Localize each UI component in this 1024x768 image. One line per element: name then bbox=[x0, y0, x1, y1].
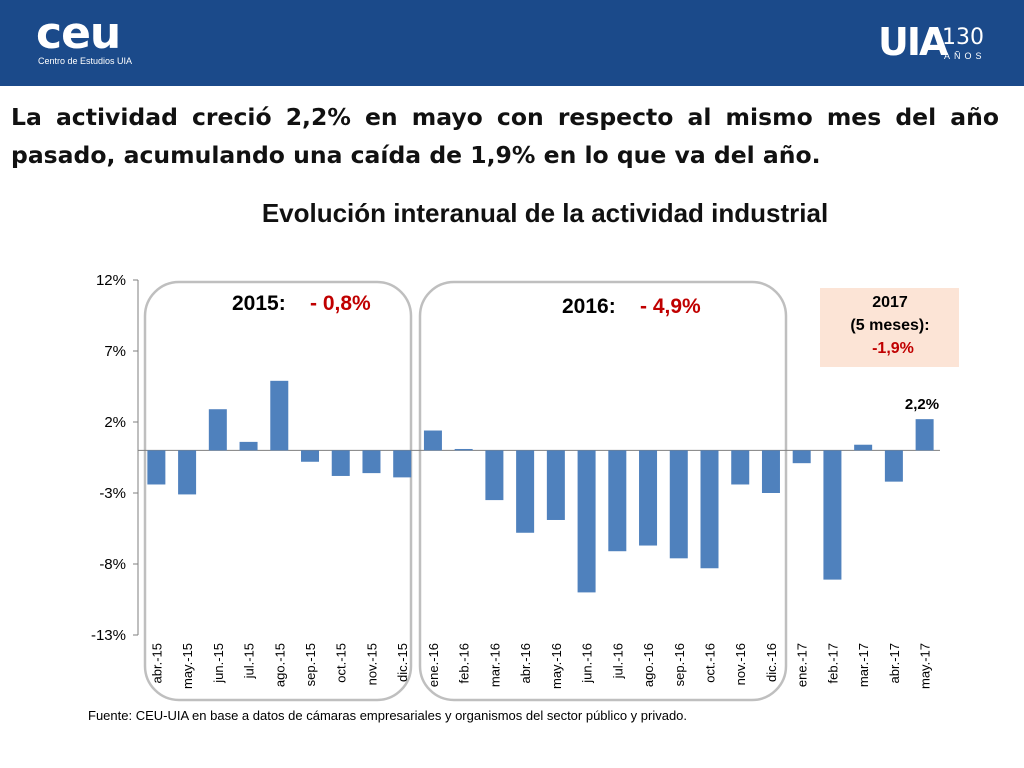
uia-logo-text: UIA bbox=[878, 20, 948, 64]
annotation-2017-box bbox=[820, 288, 959, 367]
bar-mar-16 bbox=[485, 450, 504, 501]
bar-ago-15 bbox=[270, 380, 289, 451]
annotation-2017-line1: 2017 bbox=[872, 294, 908, 311]
period-2015-frame bbox=[143, 280, 413, 702]
bar-oct-15 bbox=[331, 450, 350, 476]
y-axis: 12% 7% 2% -3% -8% -13% bbox=[91, 272, 940, 644]
x-tick-label: feb.-17 bbox=[825, 643, 840, 683]
bar-may-16 bbox=[546, 450, 565, 520]
y-tick-label: -8% bbox=[99, 556, 126, 573]
bar-sep-15 bbox=[301, 450, 320, 462]
headline: La actividad creció 2,2% en mayo con res… bbox=[11, 103, 999, 169]
x-tick-label: feb.-16 bbox=[457, 643, 472, 683]
y-tick-label: 7% bbox=[104, 343, 126, 360]
ceu-logo-subtext: Centro de Estudios UIA bbox=[38, 56, 133, 66]
bar-dic-16 bbox=[761, 450, 780, 493]
bar-sep-16 bbox=[669, 450, 688, 559]
bar-oct-16 bbox=[700, 450, 719, 569]
x-tick-label: dic.-16 bbox=[764, 643, 779, 682]
bar-ene-16 bbox=[423, 430, 442, 451]
annotation-2017-value: -1,9% bbox=[872, 340, 914, 357]
ceu-logo-text: ceu bbox=[36, 8, 121, 59]
bar-feb-16 bbox=[454, 448, 473, 451]
annotation-2015-value: - 0,8% bbox=[310, 292, 371, 315]
bar-abr-15 bbox=[147, 450, 166, 485]
bar-nov-16 bbox=[731, 450, 750, 485]
bar-feb-17 bbox=[823, 450, 842, 580]
x-tick-label: may.-16 bbox=[549, 643, 564, 689]
bar-jun-16 bbox=[577, 450, 596, 593]
x-tick-label: ago.-16 bbox=[641, 643, 656, 687]
x-tick-label: jun.-15 bbox=[211, 643, 226, 684]
annotation-2016-value: - 4,9% bbox=[640, 295, 701, 318]
annotation-2016-label: 2016: bbox=[562, 295, 616, 318]
bar-abr-17 bbox=[884, 450, 903, 482]
x-tick-label: abr.-15 bbox=[149, 643, 164, 683]
x-tick-label: mar.-16 bbox=[487, 643, 502, 687]
x-tick-label: abr.-17 bbox=[887, 643, 902, 683]
x-tick-label: mar.-17 bbox=[856, 643, 871, 687]
last-bar-data-label: 2,2% bbox=[905, 396, 939, 413]
x-tick-label: nov.-16 bbox=[733, 643, 748, 685]
x-tick-label: oct.-16 bbox=[703, 643, 718, 683]
ceu-logo: ceu Centro de Estudios UIA bbox=[36, 8, 133, 67]
uia-logo-number: 130 bbox=[942, 25, 984, 50]
x-axis-labels: abr.-15 may.-15 jun.-15 jul.-15 ago.-15 sep.-… bbox=[149, 643, 932, 689]
x-tick-label: may.-15 bbox=[180, 643, 195, 689]
x-tick-label: ene.-16 bbox=[426, 643, 441, 687]
uia-logo-subtext: AÑOS bbox=[944, 51, 986, 61]
bar-mar-17 bbox=[854, 444, 873, 451]
x-tick-label: sep.-15 bbox=[303, 643, 318, 686]
x-tick-label: jun.-16 bbox=[580, 643, 595, 684]
period-2016-frame bbox=[418, 280, 788, 702]
bar-nov-15 bbox=[362, 450, 381, 474]
bar-dic-15 bbox=[393, 450, 412, 478]
bars bbox=[147, 380, 934, 593]
x-tick-label: jul.-16 bbox=[610, 643, 625, 679]
x-tick-label: sep.-16 bbox=[672, 643, 687, 686]
x-tick-label: nov.-15 bbox=[364, 643, 379, 685]
x-tick-label: jul.-15 bbox=[242, 643, 257, 679]
bar-ago-16 bbox=[639, 450, 658, 546]
x-tick-label: dic.-15 bbox=[395, 643, 410, 682]
bar-ene-17 bbox=[792, 450, 811, 464]
bar-jul-15 bbox=[239, 441, 258, 451]
x-tick-label: ene.-17 bbox=[795, 643, 810, 687]
bar-may-17 bbox=[915, 419, 934, 451]
header-bar: ceu Centro de Estudios UIA UIA 130 AÑOS bbox=[0, 0, 1024, 86]
bar-jul-16 bbox=[608, 450, 627, 552]
x-tick-label: abr.-16 bbox=[518, 643, 533, 683]
x-tick-label: oct.-15 bbox=[334, 643, 349, 683]
y-tick-label: -13% bbox=[91, 627, 126, 644]
bar-may-15 bbox=[178, 450, 197, 495]
chart-title: Evolución interanual de la actividad ind… bbox=[261, 198, 829, 228]
bar-abr-16 bbox=[516, 450, 535, 533]
bar-jun-15 bbox=[208, 409, 227, 451]
y-tick-label: -3% bbox=[99, 485, 126, 502]
y-tick-label: 12% bbox=[96, 272, 126, 289]
annotation-2017-line2: (5 meses): bbox=[850, 317, 929, 334]
source-note: Fuente: CEU-UIA en base a datos de cámar… bbox=[88, 708, 688, 723]
x-tick-label: ago.-15 bbox=[272, 643, 287, 687]
annotation-2015-label: 2015: bbox=[232, 292, 286, 315]
y-tick-label: 2% bbox=[104, 414, 126, 431]
x-tick-label: may.-17 bbox=[918, 643, 933, 689]
